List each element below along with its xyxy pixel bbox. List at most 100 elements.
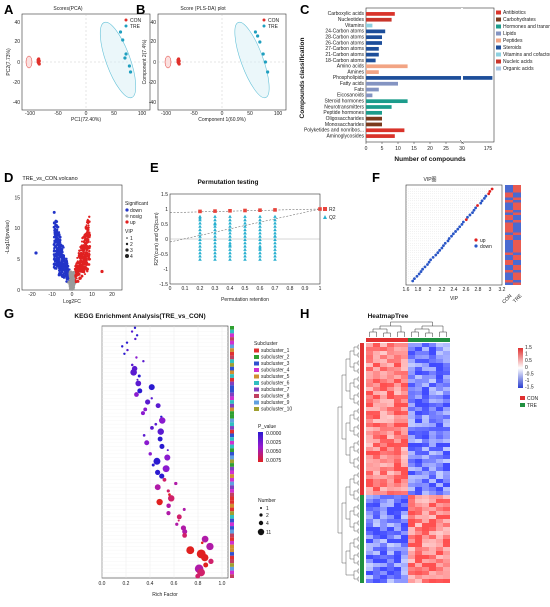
q2-point	[273, 221, 277, 225]
panel-g-pvalue-colorbar	[258, 432, 263, 462]
vip-point	[434, 253, 438, 257]
heat-cell	[394, 431, 401, 435]
scatter-point-tre	[266, 70, 270, 74]
panel-d-letter: D	[4, 170, 13, 185]
heat-cell	[394, 443, 401, 447]
dendrogram-branch	[357, 432, 359, 438]
heat-cell	[394, 403, 401, 407]
heat-cell	[394, 491, 401, 495]
tick-label: 20	[109, 292, 115, 298]
heat-cell	[415, 403, 422, 407]
heat-cell	[401, 411, 408, 415]
heat-cell	[366, 487, 373, 491]
heat-cell	[394, 447, 401, 451]
heat-cell	[373, 347, 380, 351]
volcano-point	[56, 256, 59, 259]
subcluster-cell	[230, 563, 234, 567]
heat-cell	[380, 411, 387, 415]
heat-cell	[366, 535, 373, 539]
tick-label: 10	[395, 146, 401, 152]
volcano-point	[53, 221, 56, 224]
row-group-cell	[360, 359, 364, 363]
heat-cell	[394, 499, 401, 503]
group-cell-con	[373, 338, 380, 342]
q2-point	[273, 234, 277, 238]
heat-cell	[394, 351, 401, 355]
subcluster-cell	[230, 455, 234, 460]
panel-c-category-labels: Carboxylic acidsNucleotidesVitamins24-Ca…	[304, 11, 365, 139]
heat-cell	[401, 555, 408, 559]
heat-cell	[373, 547, 380, 551]
heat-cell	[505, 230, 513, 233]
heat-cell	[422, 419, 429, 423]
heat-cell	[429, 567, 436, 571]
heat-cell	[408, 435, 415, 439]
heat-cell	[429, 355, 436, 359]
heat-cell	[373, 459, 380, 463]
q2-point	[213, 251, 217, 255]
heat-cell	[394, 411, 401, 415]
dendrogram-branch	[357, 520, 359, 526]
subcluster-cell	[230, 400, 234, 404]
q2-point	[228, 228, 232, 232]
vip-point	[479, 201, 483, 205]
heat-cell	[422, 567, 429, 571]
bar	[366, 122, 382, 127]
heat-cell	[443, 511, 450, 515]
heat-cell	[366, 523, 373, 527]
heat-cell	[408, 387, 415, 391]
heat-cell	[443, 543, 450, 547]
heat-cell	[380, 371, 387, 375]
heat-cell	[387, 459, 394, 463]
dendrogram-branch	[345, 422, 350, 456]
volcano-point	[64, 267, 67, 270]
heat-cell	[387, 531, 394, 535]
heat-cell	[373, 379, 380, 383]
volcano-point	[58, 258, 61, 261]
heat-cell	[429, 499, 436, 503]
heat-cell	[380, 395, 387, 399]
volcano-point	[66, 277, 69, 280]
panel-a-title: Scores(PCA)	[53, 6, 83, 12]
heat-cell	[422, 439, 429, 443]
volcano-point	[55, 248, 58, 252]
tick-label: 1	[319, 286, 322, 292]
heat-cell	[387, 439, 394, 443]
row-group-cell	[360, 443, 364, 447]
q2-point	[273, 214, 277, 218]
heat-cell	[380, 499, 387, 503]
panel-h-group-bar	[366, 338, 450, 342]
kegg-point	[182, 532, 187, 538]
volcano-point	[87, 257, 90, 260]
heat-cell	[443, 483, 450, 487]
volcano-point	[86, 240, 90, 244]
heat-cell	[387, 455, 394, 459]
heat-cell	[443, 371, 450, 375]
heat-cell	[394, 515, 401, 519]
bar	[366, 23, 373, 28]
vip-marker	[125, 248, 129, 252]
volcano-point	[58, 253, 62, 257]
legend-swatch	[254, 387, 259, 392]
panel-b-xlabel: Component 1(60.9%)	[198, 117, 246, 123]
heat-cell	[436, 363, 443, 367]
heat-cell	[436, 447, 443, 451]
heat-cell	[394, 423, 401, 427]
heat-cell	[387, 355, 394, 359]
volcano-point	[72, 287, 75, 290]
panel-h-column-dendrogram	[369, 321, 447, 337]
heat-cell	[408, 523, 415, 527]
legend-label-tre: TRE	[130, 24, 141, 30]
dendrogram-branch	[357, 360, 359, 366]
heat-cell	[373, 559, 380, 563]
panel-d-xticks: -20 -10 0 10 20	[28, 292, 115, 298]
vip-point	[474, 206, 478, 210]
tick-label: 15	[411, 146, 417, 152]
dendrogram-branch	[357, 424, 359, 430]
heat-cell	[366, 463, 373, 467]
heat-cell	[429, 527, 436, 531]
heat-cell	[505, 215, 513, 218]
heat-cell	[387, 527, 394, 531]
heat-cell	[408, 539, 415, 543]
vip-label: 2	[130, 242, 133, 248]
